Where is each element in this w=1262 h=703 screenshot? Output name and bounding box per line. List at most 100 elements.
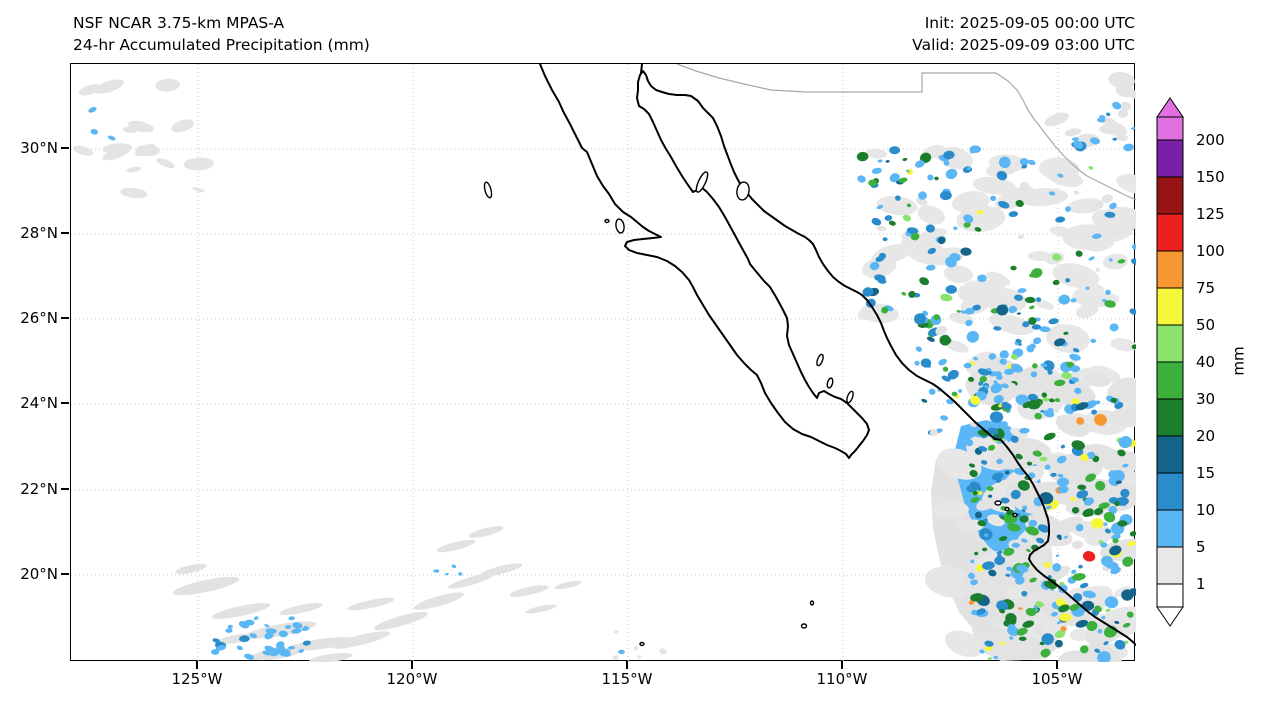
precip-speck — [926, 364, 931, 368]
precip-speck — [1017, 288, 1027, 294]
precip-speck — [1029, 305, 1035, 310]
precip-speck — [244, 619, 255, 626]
precip-speck — [1084, 527, 1113, 546]
precip-streak — [447, 573, 495, 589]
precip-speck — [1039, 641, 1045, 646]
precip-speck — [1072, 348, 1080, 353]
precip-speck — [945, 340, 969, 353]
colorbar-segment — [1156, 361, 1184, 400]
precip-speck — [1038, 157, 1080, 181]
precip-speck — [940, 294, 951, 302]
precip-speck — [1122, 556, 1134, 567]
precip-speck — [107, 135, 116, 141]
colorbar-segment — [1156, 435, 1184, 474]
precip-speck — [1010, 265, 1017, 271]
precip-speck — [902, 157, 908, 162]
precip-speck — [1076, 417, 1085, 425]
precip-speck — [249, 633, 258, 639]
precip-cluster-ne-corner-blue — [1071, 101, 1136, 152]
precip-speck — [1098, 502, 1110, 509]
colorbar-segment — [1156, 398, 1184, 437]
precip-speck — [928, 388, 936, 395]
precip-speck — [1042, 360, 1055, 371]
lat-tick — [61, 232, 69, 234]
precip-speck — [906, 227, 919, 235]
precip-speck — [969, 469, 978, 478]
precip-speck — [1056, 455, 1067, 464]
precip-speck — [990, 383, 1003, 394]
colorbar-bottom-arrow — [1156, 606, 1184, 627]
precip-speck — [1025, 607, 1037, 617]
precip-speck — [1032, 363, 1038, 369]
precip-speck — [1071, 377, 1079, 383]
precip-speck — [1048, 191, 1056, 196]
precip-speck — [1073, 190, 1080, 195]
precip-speck — [932, 501, 969, 519]
precip-speck — [262, 650, 271, 656]
colorbar-segment — [1156, 176, 1184, 215]
precip-speck — [989, 411, 1004, 423]
precip-speck — [974, 227, 982, 232]
precip-speck — [1028, 519, 1038, 527]
colorbar-segment — [1156, 324, 1184, 363]
precip-speck — [1052, 279, 1060, 286]
precip-cluster-nw-gray-wisps — [72, 78, 215, 199]
precip-speck — [637, 655, 642, 659]
precip-speck — [1099, 125, 1115, 134]
precip-streak — [525, 604, 557, 614]
precip-speck — [957, 279, 1007, 305]
precip-speck — [1026, 399, 1041, 410]
precip-speck — [934, 176, 939, 181]
lon-tick-label: 125°W — [171, 670, 223, 688]
colorbar-level-label: 40 — [1196, 353, 1216, 371]
precip-speck — [988, 353, 997, 360]
precip-speck — [980, 460, 988, 465]
precip-speck — [929, 429, 938, 437]
precip-speck — [1085, 473, 1097, 482]
precip-speck — [1044, 464, 1051, 470]
precip-speck — [914, 360, 920, 366]
precip-speck — [857, 175, 866, 183]
island — [846, 390, 854, 404]
precip-speck — [1059, 613, 1072, 622]
precip-speck — [1118, 175, 1136, 187]
precip-speck — [613, 630, 619, 634]
precip-speck — [1010, 435, 1019, 443]
precip-speck — [933, 314, 940, 321]
precip-speck — [215, 644, 226, 651]
precip-speck — [1057, 173, 1064, 178]
precip-speck — [914, 313, 926, 325]
precip-speck — [1106, 112, 1111, 117]
precip-speck — [1118, 436, 1133, 449]
map-canvas — [70, 63, 1136, 662]
precip-speck — [906, 203, 912, 208]
precip-speck — [1114, 500, 1120, 507]
precip-speck — [1086, 620, 1098, 632]
lon-tick — [626, 661, 628, 669]
precip-speck — [944, 630, 983, 657]
precip-cluster-nw-blue — [88, 106, 116, 141]
precip-speck — [976, 564, 984, 572]
lat-tick-label: 22°N — [20, 480, 58, 498]
precip-speck — [1075, 523, 1084, 532]
precip-speck — [919, 152, 932, 163]
precip-speck — [1108, 505, 1118, 515]
precip-speck — [979, 649, 985, 654]
precip-speck — [1071, 137, 1079, 141]
precip-speck — [940, 190, 952, 201]
precip-speck — [1070, 496, 1076, 502]
precip-speck — [1102, 253, 1128, 270]
precip-speck — [927, 174, 934, 181]
precip-streak — [554, 580, 582, 590]
lon-tick — [841, 661, 843, 669]
precip-speck — [1061, 371, 1072, 380]
precip-speck — [865, 148, 888, 159]
precip-speck — [1105, 289, 1111, 295]
precip-speck — [1104, 528, 1112, 534]
colorbar-level-label: 10 — [1196, 501, 1216, 519]
precip-speck — [1114, 639, 1126, 650]
precip-speck — [1132, 244, 1136, 250]
precip-speck — [953, 226, 958, 230]
lat-tick-label: 20°N — [20, 565, 58, 583]
precip-speck — [1000, 497, 1010, 504]
